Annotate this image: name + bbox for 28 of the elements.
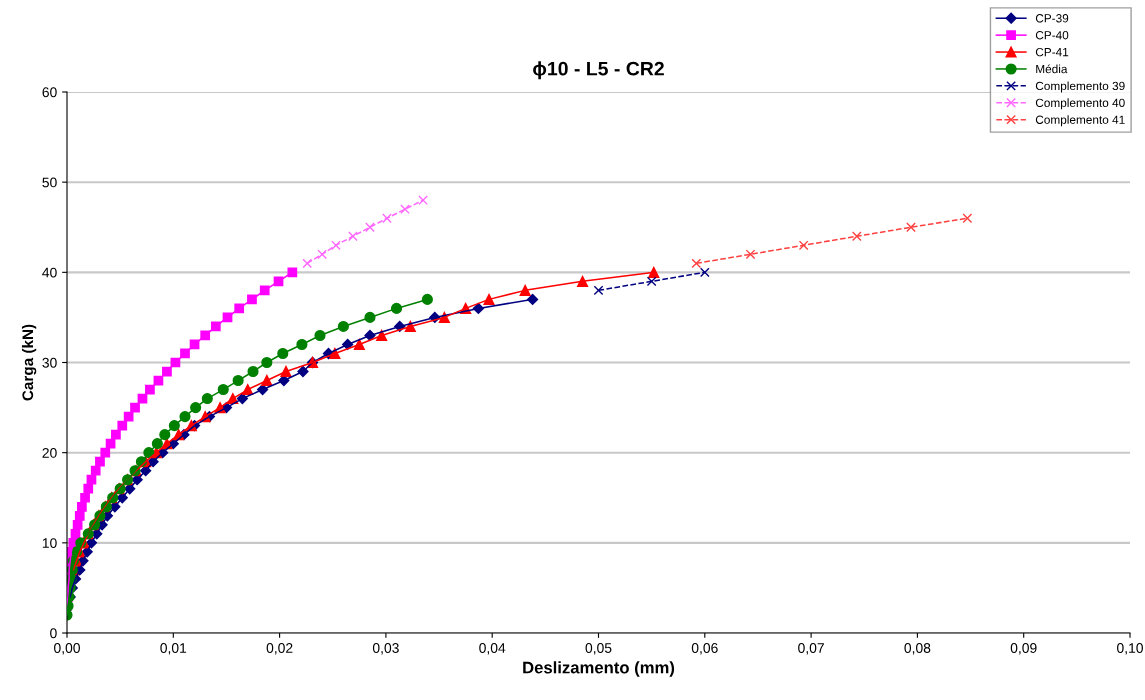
y-tick-label: 50 <box>42 177 57 188</box>
legend-label: CP-39 <box>1035 14 1069 23</box>
y-tick-label: 10 <box>42 538 57 548</box>
x-tick-label: 0,10 <box>1117 643 1143 655</box>
legend-label: Complemento 39 <box>1035 81 1125 93</box>
x-tick-label: 0,06 <box>691 643 718 655</box>
x-tick-label: 0,07 <box>798 643 824 655</box>
x-tick-label: 0,01 <box>160 643 187 655</box>
y-tick-label: 60 <box>42 87 57 98</box>
legend-label: Complemento 40 <box>1035 98 1125 110</box>
x-tick-label: 0,05 <box>585 643 612 655</box>
x-tick-label: 0,00 <box>54 643 80 655</box>
legend-label: CP-41 <box>1035 47 1069 57</box>
x-tick-label: 0,09 <box>1010 643 1037 655</box>
x-tick-label: 0,08 <box>904 643 931 655</box>
legend-label: CP-40 <box>1035 31 1069 40</box>
y-tick-label: 20 <box>42 448 57 458</box>
y-tick-label: 40 <box>42 267 57 278</box>
x-axis-title: Deslizamento (mm) <box>523 661 675 677</box>
x-tick-label: 0,04 <box>479 643 506 655</box>
x-tick-label: 0,03 <box>372 643 399 655</box>
chart-title: ϕ10 - L5 - CR2 <box>533 61 664 80</box>
x-tick-label: 0,02 <box>266 643 293 655</box>
legend-label: Complemento 41 <box>1035 115 1125 127</box>
y-axis-title: Carga (kN) <box>21 324 37 401</box>
y-tick-label: 30 <box>42 357 57 368</box>
legend-label: Média <box>1036 64 1068 74</box>
y-tick-label: 0 <box>50 628 57 639</box>
